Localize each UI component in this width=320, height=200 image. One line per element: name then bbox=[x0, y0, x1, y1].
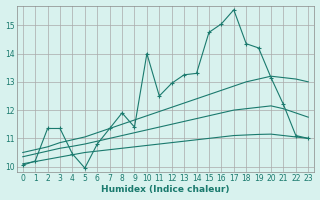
X-axis label: Humidex (Indice chaleur): Humidex (Indice chaleur) bbox=[101, 185, 230, 194]
